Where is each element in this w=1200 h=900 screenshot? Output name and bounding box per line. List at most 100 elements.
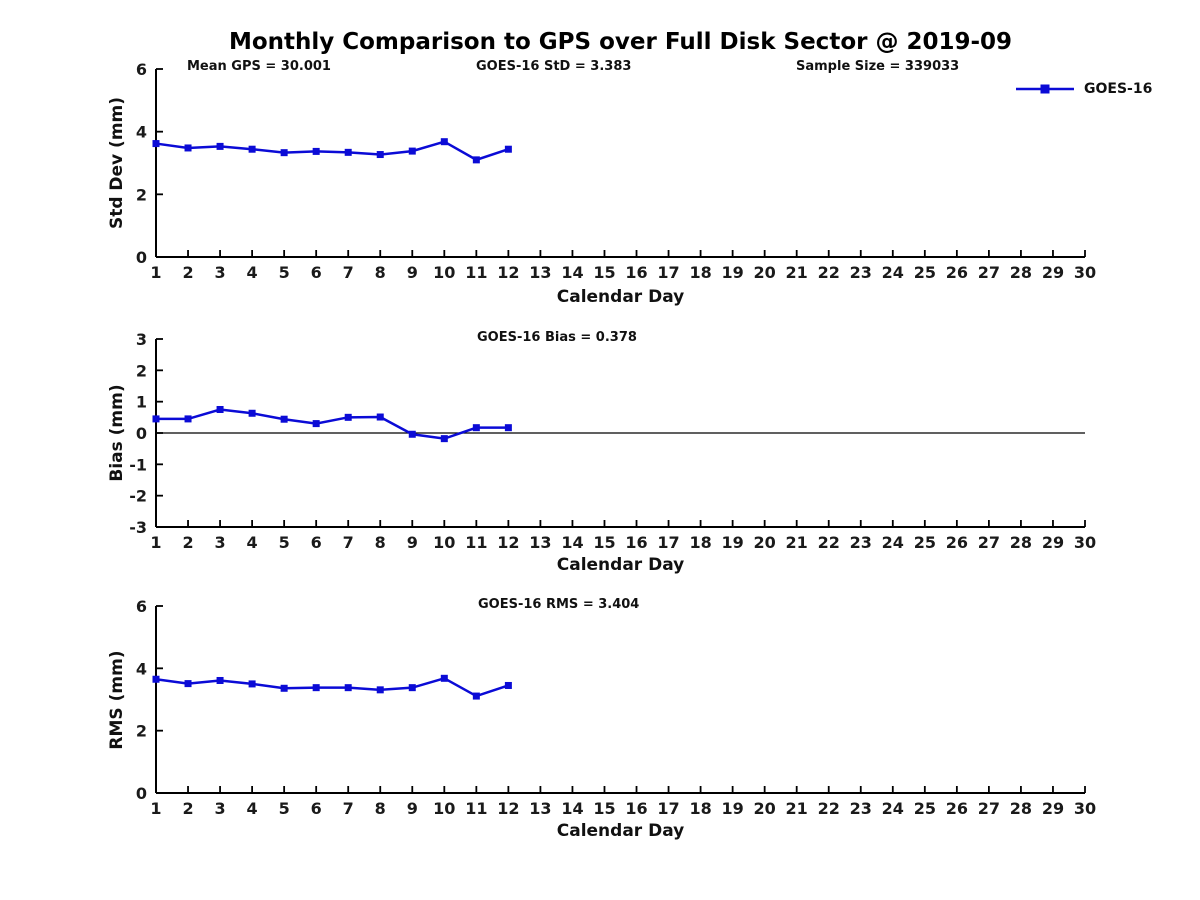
data-point-marker [440,674,448,682]
x-tick-label: 18 [689,263,711,282]
x-tick-label: 8 [375,533,386,552]
x-tick-label: 16 [625,263,647,282]
x-tick-label: 15 [593,263,615,282]
x-tick-label: 23 [850,533,872,552]
x-tick-label: 19 [721,263,743,282]
x-tick-label: 3 [214,533,225,552]
x-tick-label: 25 [914,799,936,818]
x-tick-label: 29 [1042,263,1064,282]
data-point-marker [184,144,192,152]
data-point-marker [184,680,192,688]
annotation-goes16-rms: GOES-16 RMS = 3.404 [478,597,640,612]
legend: GOES-16 [1014,81,1152,97]
x-tick-label: 2 [182,799,193,818]
x-tick-label: 6 [311,799,322,818]
x-tick-label: 7 [343,263,354,282]
x-tick-label: 10 [433,799,455,818]
x-tick-label: 6 [311,263,322,282]
x-tick-label: 7 [343,533,354,552]
y-axis-label-bias: Bias (mm) [107,384,127,482]
x-tick-label: 27 [978,799,1000,818]
x-tick-label: 22 [818,799,840,818]
x-tick-label: 1 [150,533,161,552]
data-point-marker [248,680,256,688]
x-tick-label: 25 [914,263,936,282]
x-tick-label: 27 [978,263,1000,282]
x-tick-label: 22 [818,263,840,282]
x-axis-label-bias: Calendar Day [556,555,685,575]
data-point-marker [504,681,512,689]
x-tick-label: 24 [882,799,904,818]
data-point-marker [248,409,256,417]
x-tick-label: 21 [786,799,808,818]
x-tick-label: 27 [978,533,1000,552]
x-tick-label: 12 [497,533,519,552]
annotation-mean-gps: Mean GPS = 30.001 [187,59,331,74]
data-point-marker [184,415,192,423]
x-tick-label: 21 [786,533,808,552]
y-tick-label: 4 [136,123,147,142]
series-line [155,676,509,698]
x-tick-label: 10 [433,263,455,282]
y-axis-label-rms: RMS (mm) [107,650,127,750]
y-tick-label: 6 [136,60,147,79]
x-tick-label: 19 [721,533,743,552]
x-tick-label: 28 [1010,799,1032,818]
x-tick-label: 3 [214,799,225,818]
x-tick-label: 11 [465,263,487,282]
data-point-marker [376,413,384,421]
x-tick-label: 12 [497,263,519,282]
x-tick-label: 4 [247,263,258,282]
y-tick-label: -1 [129,455,147,474]
x-tick-label: 26 [946,533,968,552]
x-tick-label: 28 [1010,533,1032,552]
y-tick-label: 3 [136,330,147,349]
x-tick-label: 15 [593,533,615,552]
x-tick-label: 7 [343,799,354,818]
data-point-marker [408,147,416,155]
annotation-goes16-std: GOES-16 StD = 3.383 [476,59,632,74]
x-tick-label: 20 [754,533,776,552]
x-tick-label: 13 [529,533,551,552]
x-tick-label: 15 [593,799,615,818]
y-tick-label: 2 [136,361,147,380]
x-tick-label: 9 [407,533,418,552]
x-tick-label: 25 [914,533,936,552]
x-tick-label: 16 [625,533,647,552]
data-point-marker [376,151,384,159]
data-point-marker [408,430,416,438]
x-tick-label: 8 [375,799,386,818]
x-tick-label: 28 [1010,263,1032,282]
x-tick-label: 1 [150,799,161,818]
data-point-marker [312,147,320,155]
x-tick-label: 26 [946,263,968,282]
x-tick-label: 5 [279,533,290,552]
x-tick-label: 9 [407,263,418,282]
y-tick-label: 0 [136,784,147,803]
data-point-marker [376,686,384,694]
x-tick-label: 10 [433,533,455,552]
x-tick-label: 11 [465,533,487,552]
data-point-marker [280,149,288,157]
data-point-marker [472,692,480,700]
x-tick-label: 29 [1042,799,1064,818]
data-point-marker [216,406,224,413]
y-axis-label-stddev: Std Dev (mm) [107,96,127,230]
data-point-marker [504,145,512,153]
x-tick-label: 5 [279,799,290,818]
y-tick-label: 2 [136,722,147,741]
data-point-marker [312,684,320,692]
y-tick-label: 4 [136,659,147,678]
x-tick-label: 18 [689,799,711,818]
x-tick-label: 30 [1074,263,1096,282]
annotation-goes16-bias: GOES-16 Bias = 0.378 [477,330,637,345]
data-point-marker [280,684,288,692]
y-tick-label: 0 [136,424,147,443]
data-point-marker [344,684,352,692]
x-tick-label: 17 [657,799,679,818]
x-tick-label: 2 [182,263,193,282]
x-tick-label: 29 [1042,533,1064,552]
x-tick-label: 16 [625,799,647,818]
